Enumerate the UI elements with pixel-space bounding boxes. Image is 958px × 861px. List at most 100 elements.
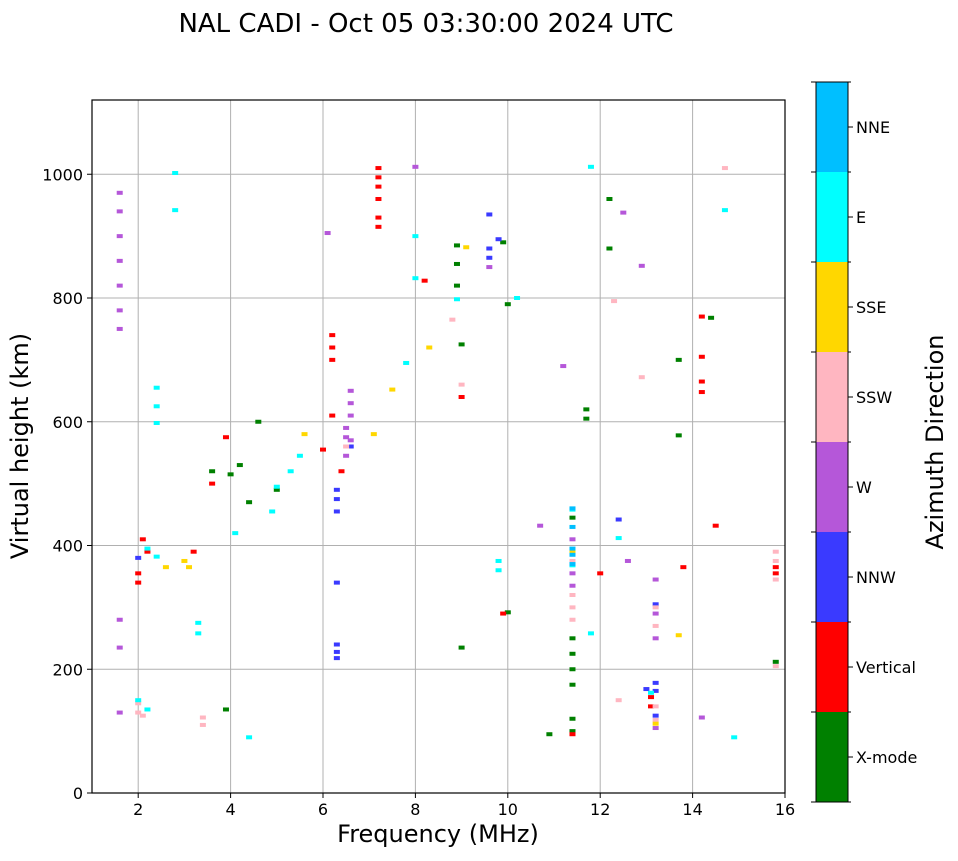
data-point	[301, 432, 308, 437]
data-point	[329, 413, 336, 418]
data-point	[162, 565, 169, 570]
colorbar-tick-label: X-mode	[856, 748, 917, 767]
data-point	[486, 255, 493, 260]
series-nnw	[135, 212, 659, 718]
data-point	[144, 546, 151, 551]
data-point	[347, 413, 354, 418]
data-point	[698, 314, 705, 319]
data-point	[546, 732, 553, 737]
data-points	[116, 164, 779, 740]
data-point	[458, 395, 465, 399]
data-point	[333, 509, 340, 514]
x-tick-label: 8	[410, 800, 420, 819]
data-point	[698, 354, 705, 359]
data-point	[638, 375, 645, 380]
data-point	[615, 517, 622, 522]
data-point	[772, 659, 779, 664]
colorbar-tick-label: SSW	[856, 388, 892, 407]
colorbar-tick-label: SSE	[856, 298, 886, 317]
data-point	[116, 326, 123, 331]
y-tick-label: 1000	[42, 165, 83, 184]
data-point	[347, 401, 354, 406]
data-point	[222, 435, 229, 440]
data-point	[495, 568, 502, 573]
data-point	[772, 577, 779, 582]
data-point	[246, 735, 253, 740]
data-point	[116, 190, 123, 195]
data-point	[458, 382, 465, 387]
x-tick-label: 6	[318, 800, 328, 819]
data-point	[144, 549, 151, 554]
data-point	[135, 571, 142, 576]
data-point	[116, 234, 123, 239]
data-point	[772, 571, 779, 576]
colorbar-segment	[816, 532, 848, 622]
data-point	[116, 617, 123, 622]
data-point	[199, 722, 206, 727]
data-point	[620, 210, 627, 215]
data-point	[712, 523, 719, 528]
data-point	[116, 308, 123, 313]
data-point	[708, 315, 715, 320]
x-tick-label: 4	[226, 800, 236, 819]
data-point	[486, 265, 493, 270]
data-point	[675, 633, 682, 638]
data-point	[421, 278, 428, 283]
data-point	[569, 571, 576, 576]
data-point	[772, 549, 779, 554]
data-point	[139, 713, 146, 718]
data-point	[611, 299, 618, 304]
data-point	[569, 636, 576, 641]
data-point	[652, 688, 659, 693]
data-point	[116, 258, 123, 263]
data-point	[569, 546, 576, 551]
colorbar-segment	[816, 172, 848, 262]
data-point	[569, 667, 576, 672]
colorbar-tick-label: E	[856, 208, 866, 227]
data-point	[652, 636, 659, 641]
data-point	[652, 602, 659, 607]
data-point	[569, 552, 576, 557]
series-x-mode	[209, 197, 779, 737]
data-point	[495, 237, 502, 242]
data-point	[116, 645, 123, 650]
data-point	[772, 664, 779, 669]
data-point	[514, 296, 521, 300]
colorbar: X-mode Vertical NNW W SSW SSE E NNE	[811, 81, 917, 803]
data-point	[181, 558, 188, 563]
data-point	[343, 425, 350, 430]
data-point	[569, 524, 576, 529]
data-point	[199, 715, 206, 720]
data-point	[320, 447, 326, 452]
data-point	[453, 261, 460, 266]
data-point	[338, 469, 345, 474]
data-point	[347, 444, 354, 449]
data-point	[583, 416, 590, 421]
data-point	[195, 631, 202, 636]
data-point	[504, 610, 511, 615]
data-point	[772, 558, 779, 563]
data-point	[606, 246, 613, 251]
data-point	[375, 184, 382, 189]
data-point	[153, 404, 160, 409]
data-point	[698, 715, 705, 720]
data-point	[347, 438, 354, 443]
data-point	[597, 571, 604, 576]
y-tick-label: 0	[73, 784, 83, 803]
data-point	[426, 345, 433, 350]
data-point	[135, 580, 142, 585]
data-point	[731, 735, 738, 740]
data-point	[287, 469, 294, 474]
data-point	[569, 682, 576, 687]
data-point	[273, 484, 280, 489]
data-point	[495, 558, 502, 563]
x-tick-label: 2	[133, 800, 143, 819]
data-point	[324, 231, 331, 236]
data-point	[222, 707, 229, 712]
plot-frame	[91, 99, 786, 794]
y-tick-label: 800	[52, 289, 83, 308]
data-point	[172, 171, 179, 176]
data-point	[116, 283, 123, 288]
data-point	[463, 245, 470, 250]
data-point	[135, 701, 142, 706]
